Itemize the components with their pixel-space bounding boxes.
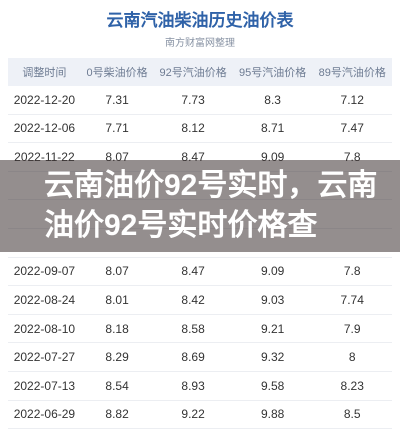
cell: 2022-12-06 (8, 114, 81, 144)
cell: 8.82 (80, 400, 154, 429)
table-row: 2022-07-13 8.54 8.93 9.58 8.23 (8, 371, 392, 401)
cell: 9.58 (232, 371, 313, 401)
title: 云南汽油柴油历史油价表 (106, 11, 294, 30)
cell: 7.9 (312, 314, 392, 344)
overlay-text: 云南油价92号实时，云南油价92号实时价格查 (44, 169, 378, 242)
table-body: 2022-12-20 7.31 7.73 8.3 7.12 2022-12-06 7.71 8… (8, 86, 392, 429)
table-row: 2022-09-07 8.07 8.47 9.09 7.8 (8, 257, 392, 287)
column-header: 调整时间 (8, 58, 81, 86)
cell: 9.21 (232, 314, 313, 344)
cell: 8.93 (153, 371, 233, 401)
header-row: 调整时间 0号柴油价格 92号汽油价格 95号汽油价格 89号汽油价格 (8, 58, 392, 86)
subtitle: 南方财富网整理 (165, 38, 235, 49)
cell: 8.01 (80, 285, 154, 315)
table-row: 2022-08-24 8.01 8.42 9.03 7.74 (8, 285, 392, 315)
table-row: 2022-12-06 7.71 8.12 8.71 7.47 (8, 114, 392, 144)
cell: 9.03 (232, 285, 313, 315)
column-header: 0号柴油价格 (80, 58, 154, 86)
cell: 9.09 (232, 257, 313, 287)
cell: 2022-06-29 (8, 400, 81, 429)
cell: 2022-07-13 (8, 371, 81, 401)
cell: 8.69 (153, 342, 233, 372)
cell: 8.3 (232, 86, 313, 115)
cell: 7.47 (312, 114, 392, 144)
cell: 8.47 (153, 257, 233, 287)
cell: 8.5 (312, 400, 392, 429)
table-row: 2022-12-20 7.31 7.73 8.3 7.12 (8, 86, 392, 115)
table-row: 2022-06-29 8.82 9.22 9.88 8.5 (8, 400, 392, 429)
cell: 7.71 (80, 114, 154, 144)
cell: 8.29 (80, 342, 154, 372)
cell: 7.73 (153, 86, 233, 115)
cell: 8 (312, 342, 392, 372)
cell: 8.18 (80, 314, 154, 344)
cell: 9.22 (153, 400, 233, 429)
cell: 2022-09-07 (8, 257, 81, 287)
cell: 8.71 (232, 114, 313, 144)
overlay-banner: 云南油价92号实时，云南油价92号实时价格查 (0, 160, 400, 252)
cell: 7.12 (312, 86, 392, 115)
column-header: 95号汽油价格 (232, 58, 313, 86)
cell: 2022-08-24 (8, 285, 81, 315)
column-header: 92号汽油价格 (153, 58, 233, 86)
cell: 2022-08-10 (8, 314, 81, 344)
cell: 2022-12-20 (8, 86, 81, 115)
cell: 8.07 (80, 257, 154, 287)
cell: 2022-07-27 (8, 342, 81, 372)
table-row: 2022-07-27 8.29 8.69 9.32 8 (8, 342, 392, 372)
cell: 7.31 (80, 86, 154, 115)
cell: 8.23 (312, 371, 392, 401)
cell: 7.8 (312, 257, 392, 287)
cell: 7.74 (312, 285, 392, 315)
cell: 8.58 (153, 314, 233, 344)
cell: 8.54 (80, 371, 154, 401)
table-row: 2022-08-10 8.18 8.58 9.21 7.9 (8, 314, 392, 344)
cell: 9.88 (232, 400, 313, 429)
cell: 8.42 (153, 285, 233, 315)
page: 云南汽油柴油历史油价表 南方财富网整理 调整时间 0号柴油价格 92号汽油价格 95号… (0, 11, 400, 429)
cell: 9.32 (232, 342, 313, 372)
cell: 8.12 (153, 114, 233, 144)
column-header: 89号汽油价格 (312, 58, 392, 86)
